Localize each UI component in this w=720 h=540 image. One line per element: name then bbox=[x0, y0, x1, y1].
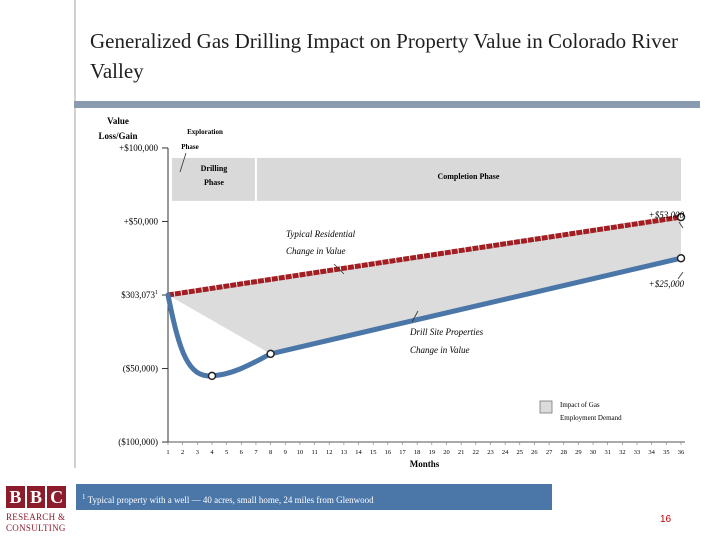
x-ticks: 1 2 3 4 5 6 7 8 9 10 11 12 13 14 15 16 17 18 19 20 21 22 23 24 2… bbox=[166, 442, 685, 456]
y-tick-label-2: $303,0731 bbox=[121, 290, 158, 300]
title-rule bbox=[74, 101, 700, 108]
x-tick-label-25: 25 bbox=[517, 449, 524, 456]
residential-series-label-line1: Typical Residential bbox=[286, 229, 356, 239]
legend-swatch-employment-demand bbox=[539, 400, 553, 414]
residential-end-leader bbox=[678, 221, 684, 229]
drill-site-end-value-label: +$25,000 bbox=[649, 279, 685, 289]
left-divider bbox=[74, 0, 76, 468]
x-tick-label-26: 26 bbox=[531, 449, 538, 456]
residential-series-label-line2: Change in Value bbox=[286, 246, 346, 256]
y-tick-label-4: ($100,000) bbox=[118, 437, 158, 447]
footnote-text: Typical property with a well — 40 acres,… bbox=[87, 495, 374, 505]
x-tick-label-35: 35 bbox=[663, 449, 670, 456]
exploration-phase-label-line2: Phase bbox=[181, 143, 199, 151]
x-tick-label-31: 31 bbox=[604, 449, 611, 456]
series-markers bbox=[207, 212, 686, 381]
drill-marker-month-36 bbox=[676, 253, 686, 263]
x-tick-label-15: 15 bbox=[370, 449, 377, 456]
x-tick-label-19: 19 bbox=[429, 449, 436, 456]
y-tick-label-3: ($50,000) bbox=[123, 364, 158, 374]
x-tick-label-14: 14 bbox=[355, 449, 362, 456]
legend-label-line2: Employment Demand bbox=[560, 414, 622, 422]
x-tick-label-22: 22 bbox=[473, 449, 480, 456]
y-axis-title-line1: Value bbox=[107, 116, 129, 126]
x-tick-label-11: 11 bbox=[311, 449, 317, 456]
x-tick-label-5: 5 bbox=[225, 449, 228, 456]
logo-letter-c: C bbox=[47, 486, 67, 508]
x-axis-title: Months bbox=[410, 459, 440, 469]
residential-end-value-label: +$53,000 bbox=[649, 210, 685, 220]
drill-site-series-label-line1: Drill Site Properties bbox=[409, 327, 484, 337]
x-tick-label-20: 20 bbox=[443, 449, 450, 456]
x-tick-label-7: 7 bbox=[254, 449, 258, 456]
exploration-leader bbox=[179, 152, 187, 173]
footnote-bar: 1 Typical property with a well — 40 acre… bbox=[76, 484, 552, 510]
x-tick-label-23: 23 bbox=[487, 449, 494, 456]
completion-phase-box bbox=[255, 157, 681, 201]
residential-series-line bbox=[167, 214, 682, 298]
x-tick-label-8: 8 bbox=[269, 449, 272, 456]
x-tick-label-12: 12 bbox=[326, 449, 333, 456]
x-tick-label-6: 6 bbox=[240, 449, 244, 456]
x-tick-label-30: 30 bbox=[590, 449, 597, 456]
x-tick-label-34: 34 bbox=[648, 449, 655, 456]
x-tick-label-24: 24 bbox=[502, 449, 509, 456]
y-tick-label-1: +$50,000 bbox=[124, 216, 159, 226]
legend-label-line1: Impact of Gas bbox=[560, 401, 600, 409]
x-tick-label-4: 4 bbox=[210, 449, 214, 456]
x-tick-label-36: 36 bbox=[678, 449, 685, 456]
y-tick-label-0: +$100,000 bbox=[119, 143, 158, 153]
employment-demand-band bbox=[168, 217, 681, 354]
x-tick-label-10: 10 bbox=[297, 449, 304, 456]
x-tick-label-3: 3 bbox=[196, 449, 199, 456]
x-tick-label-32: 32 bbox=[619, 449, 626, 456]
drill-marker-month-8 bbox=[266, 349, 275, 359]
x-tick-label-33: 33 bbox=[634, 449, 641, 456]
page-title: Generalized Gas Drilling Impact on Prope… bbox=[90, 29, 679, 83]
x-tick-label-16: 16 bbox=[385, 449, 392, 456]
completion-phase-label: Completion Phase bbox=[437, 172, 499, 181]
x-tick-label-9: 9 bbox=[284, 449, 287, 456]
logo-line1: RESEARCH & bbox=[6, 512, 66, 522]
drilling-phase-label-line2: Phase bbox=[204, 178, 224, 187]
page-number: 16 bbox=[660, 514, 672, 525]
x-tick-label-1: 1 bbox=[166, 449, 169, 456]
x-tick-label-2: 2 bbox=[181, 449, 184, 456]
x-tick-label-18: 18 bbox=[414, 449, 421, 456]
x-tick-label-29: 29 bbox=[575, 449, 582, 456]
exploration-phase-label-line1: Exploration bbox=[187, 128, 223, 136]
x-tick-label-27: 27 bbox=[546, 449, 553, 456]
logo-letter-b1: B bbox=[6, 486, 25, 508]
x-tick-label-28: 28 bbox=[560, 449, 567, 456]
drill-marker-month-4 bbox=[207, 371, 217, 381]
logo-line2: CONSULTING bbox=[6, 523, 66, 533]
x-tick-label-13: 13 bbox=[341, 449, 348, 456]
drilling-phase-label-line1: Drilling bbox=[201, 164, 228, 173]
residential-label-leader bbox=[333, 263, 345, 275]
logo-letters: B B C bbox=[6, 486, 67, 512]
x-tick-label-21: 21 bbox=[458, 449, 465, 456]
drill-site-series-label-line2: Change in Value bbox=[410, 345, 470, 355]
drill-label-leader bbox=[411, 310, 419, 323]
x-tick-label-17: 17 bbox=[399, 449, 406, 456]
drilling-phase-box bbox=[172, 157, 256, 201]
y-axis-title-line2: Loss/Gain bbox=[98, 131, 137, 141]
logo-letter-b2: B bbox=[26, 486, 46, 508]
leader-lines bbox=[179, 152, 684, 323]
drill-end-leader bbox=[677, 271, 684, 280]
baseline-footnote-marker: 1 bbox=[155, 290, 158, 296]
footnote-marker: 1 bbox=[82, 493, 86, 501]
bbc-logo: B B C RESEARCH & CONSULTING bbox=[4, 486, 68, 534]
y-ticks: +$100,000 +$50,000 $303,0731 ($50,000) ($100… bbox=[118, 143, 168, 447]
residential-marker-month-36 bbox=[676, 212, 686, 222]
